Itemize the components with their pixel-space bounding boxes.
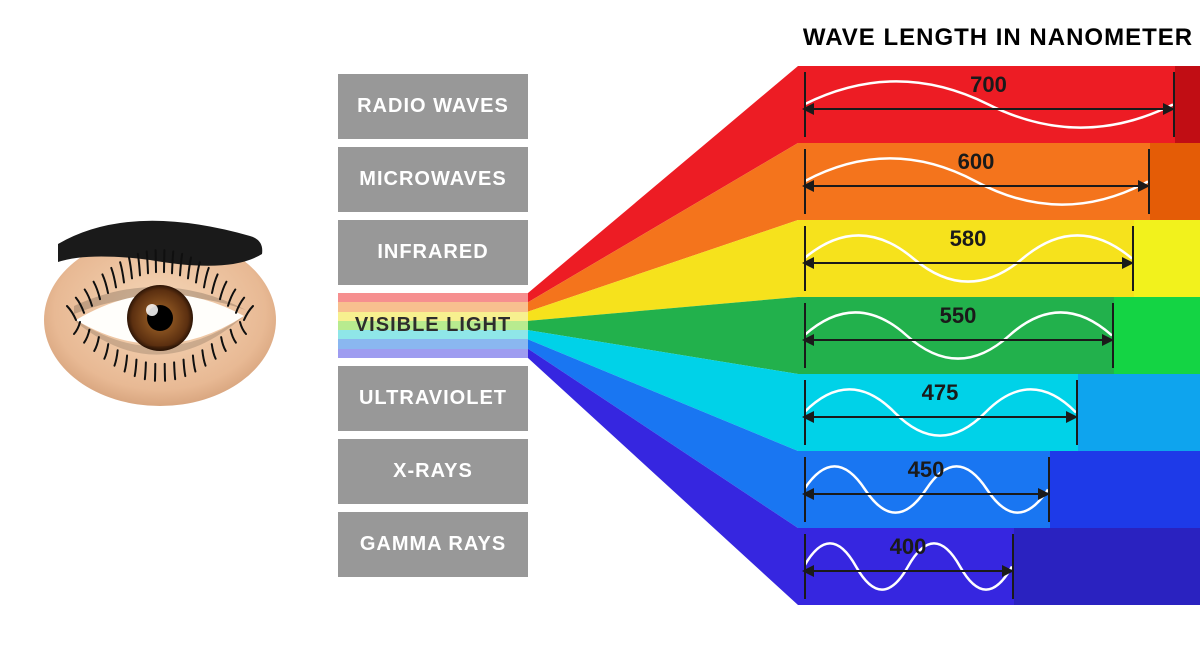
wavelength-row: 400 — [798, 528, 1200, 605]
wavelength-panel: 700 600 580 550 475 450 400 — [798, 66, 1200, 606]
wavelength-arrow — [804, 339, 1112, 341]
wavelength-arrow — [804, 493, 1048, 495]
spectrum-row: X-RAYS — [338, 439, 528, 504]
spectrum-label: VISIBLE LIGHT — [355, 314, 511, 337]
wavelength-arrow — [804, 262, 1132, 264]
spectrum-column: RADIO WAVES MICROWAVES INFRARED VISIBLE LIG… — [338, 74, 528, 585]
spectrum-row: RADIO WAVES — [338, 74, 528, 139]
wavelength-arrow — [804, 570, 1012, 572]
wavelength-value: 700 — [804, 72, 1173, 98]
spectrum-row: ULTRAVIOLET — [338, 366, 528, 431]
wavelength-value: 550 — [804, 303, 1112, 329]
wavelength-arrow — [804, 108, 1173, 110]
wavelength-arrow — [804, 185, 1148, 187]
diagram-root: RADIO WAVES MICROWAVES INFRARED VISIBLE LIG… — [0, 0, 1200, 649]
spectrum-row: INFRARED — [338, 220, 528, 285]
wavelength-value: 400 — [804, 534, 1012, 560]
spectrum-row: GAMMA RAYS — [338, 512, 528, 577]
spectrum-row: VISIBLE LIGHT — [338, 293, 528, 358]
wavelength-row: 475 — [798, 374, 1200, 451]
spectrum-label: MICROWAVES — [359, 168, 506, 191]
wavelength-arrow — [804, 416, 1076, 418]
wavelength-row: 580 — [798, 220, 1200, 297]
wavelength-title: WAVE LENGTH IN NANOMETER — [798, 24, 1198, 52]
wavelength-row: 550 — [798, 297, 1200, 374]
spectrum-label: ULTRAVIOLET — [359, 387, 507, 410]
wavelength-row: 450 — [798, 451, 1200, 528]
wavelength-value: 450 — [804, 457, 1048, 483]
eye-illustration — [40, 210, 280, 410]
spectrum-label: INFRARED — [377, 241, 488, 264]
wavelength-value: 600 — [804, 149, 1148, 175]
spectrum-label: GAMMA RAYS — [360, 533, 506, 556]
spectrum-label: X-RAYS — [393, 460, 473, 483]
wavelength-value: 475 — [804, 380, 1076, 406]
wavelength-value: 580 — [804, 226, 1132, 252]
wavelength-row: 700 — [798, 66, 1200, 143]
spectrum-row: MICROWAVES — [338, 147, 528, 212]
prism-fan — [528, 0, 798, 649]
spectrum-label: RADIO WAVES — [357, 95, 509, 118]
wavelength-row: 600 — [798, 143, 1200, 220]
